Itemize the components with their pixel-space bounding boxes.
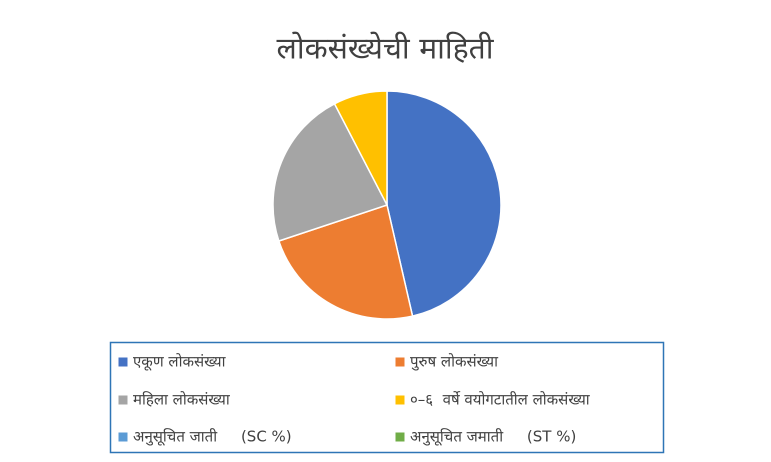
legend-swatch (394, 356, 406, 368)
pie-slice (277, 204, 414, 320)
legend-label: एकूण लोकसंख्या (133, 353, 227, 372)
pie-slice (272, 102, 389, 242)
legend-label: पुरुष लोकसंख्या (410, 353, 499, 372)
legend-label: अनुसूचित जाती (SC %) (133, 428, 292, 447)
legend-label: ०–६ वर्षे वयोगटातील लोकसंख्या (410, 391, 591, 409)
pie-slice (386, 90, 502, 318)
legend-label: अनुसूचित जमाती (ST %) (410, 428, 576, 447)
legend-swatch (117, 356, 129, 368)
pie-slice (333, 90, 388, 206)
legend-swatch (117, 431, 129, 443)
legend-label: महिला लोकसंख्या (133, 391, 231, 409)
chart-title: लोकसंख्येची माहिती (276, 32, 494, 67)
legend-swatch (117, 394, 129, 406)
legend-swatch (394, 394, 406, 406)
legend-swatch (394, 431, 406, 443)
legend-box (109, 341, 665, 454)
